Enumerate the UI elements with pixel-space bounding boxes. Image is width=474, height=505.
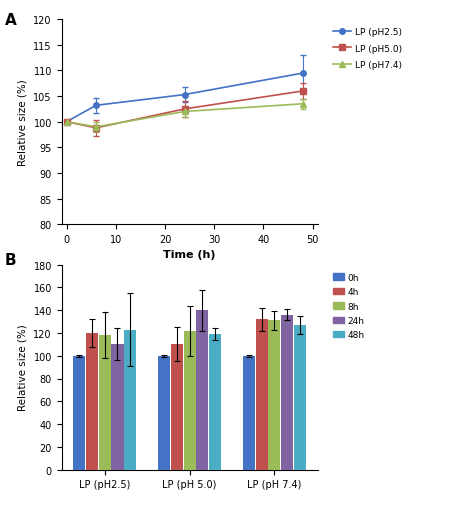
X-axis label: Time (h): Time (h) [164, 250, 216, 260]
Bar [294, 325, 306, 470]
Bar [171, 344, 183, 470]
Text: B: B [5, 252, 17, 268]
Bar [111, 344, 124, 470]
Legend: 0h, 4h, 8h, 24h, 48h: 0h, 4h, 8h, 24h, 48h [330, 270, 369, 343]
Bar [99, 335, 111, 470]
Bar [281, 315, 293, 470]
Bar [86, 333, 98, 470]
Y-axis label: Relative size (%): Relative size (%) [18, 324, 28, 411]
Legend: LP (pH2.5), LP (pH5.0), LP (pH7.4): LP (pH2.5), LP (pH5.0), LP (pH7.4) [330, 25, 406, 73]
Bar [158, 356, 170, 470]
Bar [183, 331, 196, 470]
Bar [268, 321, 281, 470]
Y-axis label: Relative size (%): Relative size (%) [18, 79, 28, 166]
Bar [196, 311, 209, 470]
Text: A: A [5, 13, 17, 28]
Bar [124, 330, 136, 470]
Bar [209, 334, 221, 470]
Bar [255, 320, 268, 470]
Bar [73, 356, 85, 470]
Bar [243, 356, 255, 470]
